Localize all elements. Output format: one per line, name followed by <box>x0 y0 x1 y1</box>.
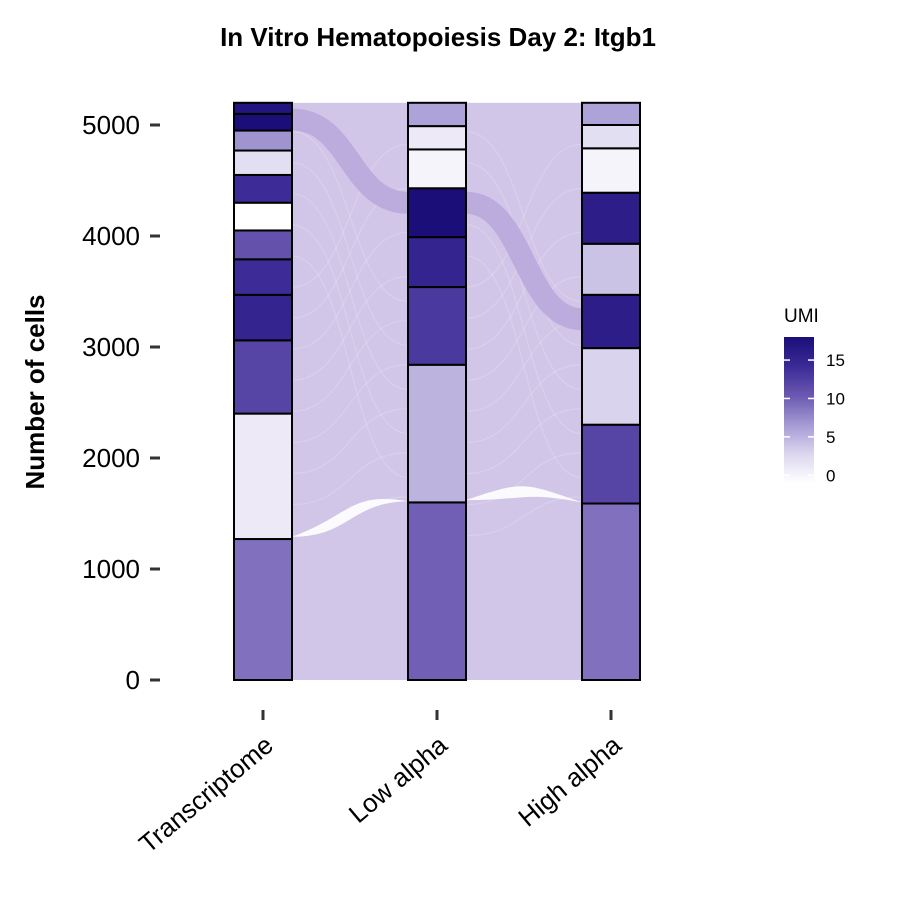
y-tick-label: 4000 <box>82 221 140 251</box>
y-tick-label: 2000 <box>82 443 140 473</box>
legend-colorbar <box>784 337 814 483</box>
stack-0-segment-0 <box>233 538 293 682</box>
stack-0-segment-6 <box>233 201 293 232</box>
stack-2-segment-5 <box>581 191 641 245</box>
flow-strand <box>291 231 409 350</box>
flow-gap <box>292 498 408 537</box>
flow-strand <box>291 452 409 506</box>
flow-strand <box>291 193 409 391</box>
legend-tick-label: 10 <box>826 389 845 408</box>
stack-2-segment-3 <box>581 293 641 350</box>
flow-strand <box>465 452 583 506</box>
legend-tick-label: 15 <box>826 351 845 370</box>
stack-1-segment-7 <box>407 101 467 128</box>
stack-2-segment-6 <box>581 147 641 194</box>
stack-0-segment-11 <box>233 101 293 115</box>
stack-0-segment-3 <box>233 293 293 342</box>
flow-band <box>466 102 582 681</box>
stack-1-segment-6 <box>407 125 467 151</box>
flow-gap <box>466 486 582 503</box>
y-tick-label: 3000 <box>82 332 140 362</box>
y-axis-label: Number of cells <box>20 294 50 489</box>
legend-title: UMI <box>784 306 819 327</box>
flow-strand <box>291 319 409 412</box>
chart-title: In Vitro Hematopoiesis Day 2: Itgb1 <box>220 22 656 52</box>
stack-0-segment-10 <box>233 112 293 132</box>
y-tick-label: 5000 <box>82 110 140 140</box>
stack-2-segment-4 <box>581 242 641 296</box>
x-tick-label: Low alpha <box>343 729 454 829</box>
flow-strand <box>291 143 409 288</box>
stack-1-segment-3 <box>407 236 467 289</box>
stack-0-segment-9 <box>233 129 293 152</box>
stack-0-segment-1 <box>233 412 293 541</box>
flow-strand <box>291 364 409 444</box>
stack-1-segment-4 <box>407 187 467 239</box>
stack-2-segment-8 <box>581 101 641 127</box>
stack-0-segment-2 <box>233 339 293 415</box>
stack-0-segment-4 <box>233 258 293 296</box>
flow-strand <box>465 231 583 350</box>
stack-1-segment-1 <box>407 363 467 504</box>
stack-1-segment-0 <box>407 501 467 681</box>
x-axis: Transcriptome Low alpha High alpha <box>133 710 627 859</box>
flow-strand <box>291 275 409 381</box>
flow-strand <box>291 496 409 537</box>
x-tick-label: High alpha <box>512 729 627 832</box>
flow-strand <box>465 131 583 302</box>
y-tick-label: 0 <box>126 665 140 695</box>
stack-1-segment-2 <box>407 286 467 366</box>
stacks-layer <box>233 101 641 682</box>
stack-2-segment-2 <box>581 347 641 426</box>
x-tick-label: Transcriptome <box>133 730 279 859</box>
legend-tick-label: 5 <box>826 428 835 447</box>
flow-strand <box>291 224 409 435</box>
stack-0-segment-7 <box>233 173 293 204</box>
stack-0-segment-8 <box>233 149 293 176</box>
stack-2-segment-7 <box>581 124 641 150</box>
stack-1-segment-5 <box>407 148 467 190</box>
y-tick-label: 1000 <box>82 554 140 584</box>
stack-0-segment-5 <box>233 229 293 261</box>
stack-2-segment-0 <box>581 502 641 682</box>
flow-strand <box>291 408 409 475</box>
flow-strand <box>291 255 409 479</box>
flow-strand <box>465 364 583 444</box>
legend: UMI 0 5 10 15 <box>784 306 845 485</box>
flow-strand <box>291 162 409 347</box>
flow-strand <box>465 143 583 288</box>
flow-strand <box>465 224 583 435</box>
stack-2-segment-1 <box>581 423 641 505</box>
flow-strand <box>465 275 583 381</box>
flow-strand <box>465 255 583 479</box>
flow-strand <box>465 496 583 537</box>
y-axis: 0 1000 2000 3000 4000 5000 <box>82 110 160 695</box>
flow-strand <box>291 131 409 302</box>
flow-strand <box>465 408 583 475</box>
legend-tick-label: 0 <box>826 466 835 485</box>
flows-layer <box>291 102 584 681</box>
